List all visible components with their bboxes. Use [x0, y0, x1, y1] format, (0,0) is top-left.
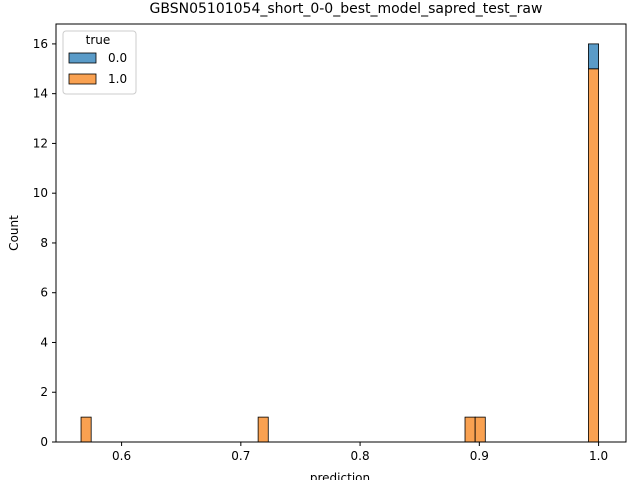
legend-entry-1: 1.0 [108, 72, 127, 86]
bar-series-0-bin-0 [588, 43, 599, 70]
y-tick-label: 10 [33, 186, 48, 200]
bar-series-1-bin-4 [588, 68, 599, 443]
y-tick-label: 8 [40, 236, 48, 250]
chart-title: GBSN05101054_short_0-0_best_model_sapred… [150, 1, 543, 17]
x-tick-label: 0.9 [470, 449, 489, 463]
bar-series-1-bin-3 [474, 416, 486, 443]
x-axis-label: prediction [310, 471, 370, 480]
x-tick-label: 0.8 [351, 449, 370, 463]
y-tick-label: 14 [33, 87, 48, 101]
y-tick-label: 16 [33, 37, 48, 51]
legend-swatch-1 [68, 73, 97, 85]
bar-series-1-bin-1 [257, 416, 269, 443]
y-axis-label: Count [7, 215, 21, 251]
y-tick-label: 2 [40, 385, 48, 399]
bars-group [80, 43, 599, 443]
y-tick-label: 4 [40, 335, 48, 349]
y-tick-label: 0 [40, 435, 48, 449]
y-tick-label: 12 [33, 136, 48, 150]
bar-series-1-bin-2 [464, 416, 476, 443]
y-tick-label: 6 [40, 286, 48, 300]
legend: true 0.0 1.0 [62, 30, 137, 95]
legend-title: true [86, 33, 111, 47]
x-tick-label: 0.6 [112, 449, 131, 463]
plot-frame [55, 23, 627, 443]
legend-swatch-0 [68, 52, 97, 64]
x-tick-label: 0.7 [231, 449, 250, 463]
legend-entry-0: 0.0 [108, 51, 127, 65]
x-tick-label: 1.0 [589, 449, 608, 463]
axes-group: 0.6 0.7 0.8 0.9 1.0 0 2 4 6 8 10 12 14 16 [33, 23, 627, 463]
bar-series-1-bin-0 [80, 416, 92, 443]
